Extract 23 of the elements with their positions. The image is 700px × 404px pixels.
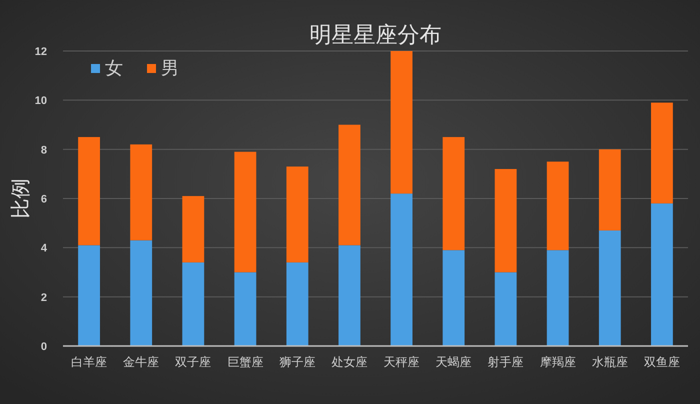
y-tick-label: 6 [40, 194, 47, 206]
y-tick-label: 2 [40, 292, 47, 304]
x-tick-label: 白羊座 [71, 355, 108, 369]
legend-label: 女 [105, 58, 123, 78]
x-tick-label: 双子座 [175, 355, 212, 369]
x-tick-label: 摩羯座 [540, 355, 576, 369]
y-tick-label: 4 [40, 242, 48, 255]
x-tick-label: 天秤座 [384, 355, 420, 369]
x-tick-label: 狮子座 [279, 355, 316, 369]
x-tick-label: 射手座 [488, 355, 524, 369]
y-tick-label: 8 [40, 144, 47, 156]
x-tick-label: 水瓶座 [592, 355, 628, 369]
chart-title: 明星星座分布 [310, 22, 442, 47]
x-tick-label: 巨蟹座 [227, 355, 264, 369]
x-tick-label: 双鱼座 [644, 355, 680, 369]
legend-label: 男 [161, 58, 179, 78]
x-tick-label: 处女座 [331, 355, 368, 369]
y-tick-label: 0 [40, 341, 47, 353]
y-axis-title: 比例 [10, 178, 32, 218]
x-tick-label: 天蝎座 [436, 355, 472, 369]
y-tick-label: 12 [34, 46, 47, 58]
y-tick-label: 10 [34, 95, 47, 108]
x-tick-label: 金牛座 [123, 355, 160, 369]
